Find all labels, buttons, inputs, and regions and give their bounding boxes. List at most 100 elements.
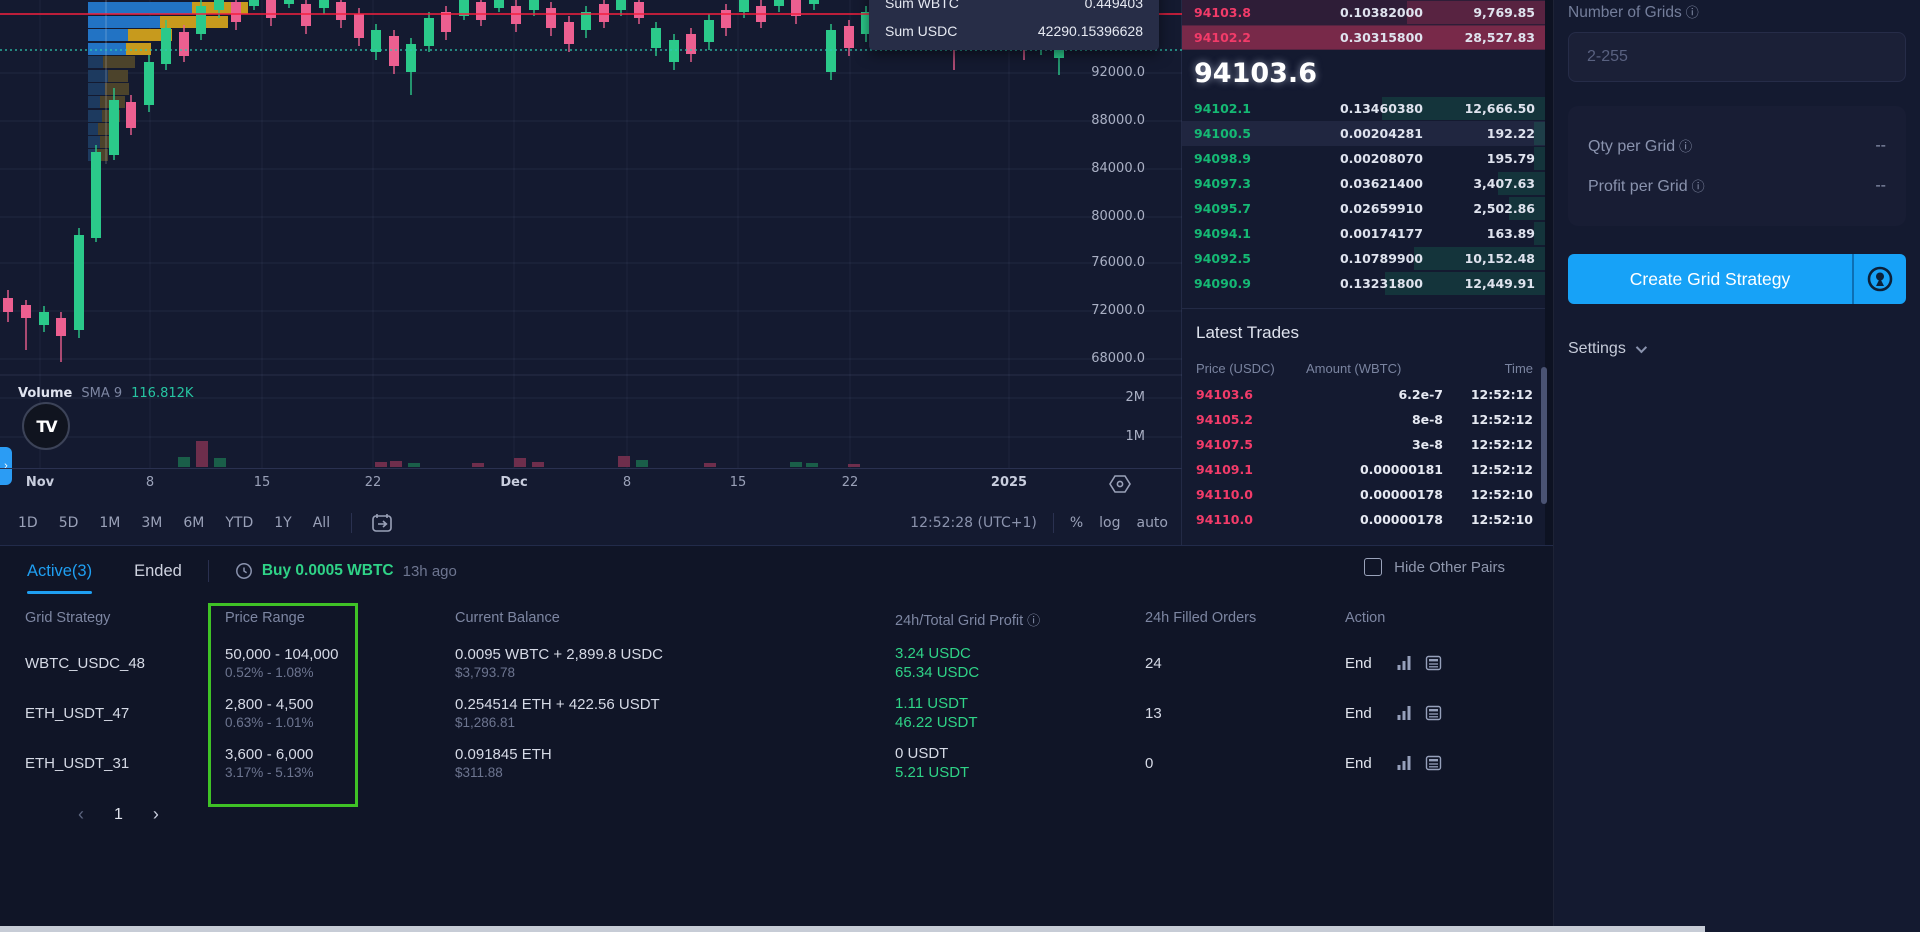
orderbook-bid-row[interactable]: 94090.9 0.13231800 12,449.91 bbox=[1182, 271, 1545, 296]
candlestick-chart[interactable]: 92000.0 88000.0 84000.0 80000.0 76000.0 72000… bbox=[0, 0, 1182, 545]
price-axis-label: 84000.0 bbox=[1091, 161, 1145, 176]
tab-active[interactable]: Active(3) bbox=[27, 546, 93, 596]
strategy-row[interactable]: WBTC_USDC_48 50,000 - 104,000 0.52% - 1.08… bbox=[0, 638, 1553, 688]
tooltip-label: Sum WBTC bbox=[885, 0, 959, 11]
range-button-all[interactable]: All bbox=[312, 514, 331, 531]
filled-orders-cell: 0 bbox=[1145, 754, 1154, 772]
strategies-table-header: Grid Strategy Price Range Current Balanc… bbox=[0, 610, 1553, 629]
range-button-5d[interactable]: 5D bbox=[58, 514, 79, 531]
range-button-1y[interactable]: 1Y bbox=[274, 514, 292, 531]
current-balance-cell: 0.254514 ETH + 422.56 USDT $1,286.81 bbox=[455, 696, 660, 730]
range-button-6m[interactable]: 6M bbox=[183, 514, 205, 531]
divider bbox=[207, 560, 209, 582]
last-price: 94103.6 bbox=[1194, 57, 1317, 89]
orderbook-cell: 0.13231800 bbox=[1339, 276, 1423, 291]
range-button-1d[interactable]: 1D bbox=[18, 514, 38, 531]
performance-chart-icon[interactable] bbox=[1396, 705, 1413, 721]
strategy-row[interactable]: ETH_USDT_31 3,600 - 6,000 3.17% - 5.13% 0.0… bbox=[0, 738, 1553, 788]
settings-toggle[interactable]: Settings bbox=[1568, 340, 1906, 358]
scrollbar-thumb[interactable] bbox=[1541, 367, 1547, 504]
orderbook-cell: 163.89 bbox=[1486, 226, 1535, 241]
info-icon[interactable]: ⓘ bbox=[1685, 6, 1699, 21]
toolbar-divider bbox=[1052, 512, 1054, 533]
trade-row[interactable]: 94107.5 3e-8 12:52:12 bbox=[1182, 432, 1545, 457]
orderbook-cell: 12,666.50 bbox=[1464, 101, 1535, 116]
orderbook-bid-row[interactable]: 94095.7 0.02659910 2,502.86 bbox=[1182, 196, 1545, 221]
info-icon[interactable]: ⓘ bbox=[1679, 140, 1693, 155]
end-strategy-button[interactable]: End bbox=[1345, 704, 1372, 722]
grid-profit-cell: 0 USDT 5.21 USDT bbox=[895, 745, 970, 781]
trade-cell: 12:52:10 bbox=[1470, 487, 1533, 502]
order-details-icon[interactable] bbox=[1425, 655, 1442, 671]
range-button-ytd[interactable]: YTD bbox=[225, 514, 254, 531]
end-strategy-button[interactable]: End bbox=[1345, 754, 1372, 772]
depth-bar bbox=[1534, 222, 1545, 245]
log-scale-button[interactable]: log bbox=[1099, 514, 1121, 531]
hide-other-pairs-checkbox[interactable] bbox=[1364, 558, 1383, 576]
chart-clock[interactable]: 12:52:28 (UTC+1) bbox=[910, 514, 1037, 531]
page-next-button[interactable]: › bbox=[152, 804, 159, 824]
performance-chart-icon[interactable] bbox=[1396, 755, 1413, 771]
orderbook-bid-row[interactable]: 94092.5 0.10789900 10,152.48 bbox=[1182, 246, 1545, 271]
trades-col-amount: Amount (WBTC) bbox=[1306, 361, 1402, 376]
price-axis-label: 92000.0 bbox=[1091, 65, 1145, 80]
chevron-down-icon bbox=[1635, 341, 1647, 354]
orderbook-ask-row[interactable]: 94103.8 0.10382000 9,769.85 bbox=[1182, 0, 1545, 25]
chart-settings-icon[interactable] bbox=[1108, 472, 1132, 496]
create-grid-strategy-button[interactable]: Create Grid Strategy bbox=[1568, 254, 1906, 304]
info-icon[interactable]: ⓘ bbox=[1027, 614, 1041, 629]
range-button-1m[interactable]: 1M bbox=[99, 514, 121, 531]
trade-cell: 3e-8 bbox=[1411, 437, 1443, 452]
orderbook-cell: 94090.9 bbox=[1194, 276, 1251, 291]
last-order-ticker[interactable]: Buy 0.0005 WBTC 13h ago bbox=[235, 562, 457, 580]
orderbook-cell: 0.10382000 bbox=[1339, 5, 1423, 20]
time-axis[interactable]: Nov 8 15 22 Dec 8 15 22 2025 bbox=[0, 468, 1182, 498]
orderbook-ask-row[interactable]: 94102.2 0.30315800 28,527.83 bbox=[1182, 25, 1545, 50]
scrollbar-track[interactable] bbox=[1545, 0, 1553, 932]
auto-scale-button[interactable]: auto bbox=[1136, 514, 1168, 531]
order-details-icon[interactable] bbox=[1425, 705, 1442, 721]
chart-panel-expand-tab[interactable]: › bbox=[0, 447, 12, 485]
strategy-row[interactable]: ETH_USDT_47 2,800 - 4,500 0.63% - 1.01% 0.2… bbox=[0, 688, 1553, 738]
trade-row[interactable]: 94110.0 0.00000178 12:52:10 bbox=[1182, 482, 1545, 507]
page-number[interactable]: 1 bbox=[114, 805, 123, 823]
orderbook-bid-row[interactable]: 94098.9 0.00208070 195.79 bbox=[1182, 146, 1545, 171]
page-prev-button[interactable]: ‹ bbox=[78, 804, 84, 824]
orderbook-bid-row[interactable]: 94100.5 0.00204281 192.22 bbox=[1182, 121, 1545, 146]
tradingview-logo[interactable]: TV bbox=[22, 402, 70, 450]
depth-bar bbox=[1534, 147, 1545, 170]
trade-cell: 12:52:12 bbox=[1470, 437, 1533, 452]
info-icon[interactable]: ⓘ bbox=[1691, 180, 1705, 195]
trade-row[interactable]: 94109.1 0.00000181 12:52:12 bbox=[1182, 457, 1545, 482]
trade-row[interactable]: 94110.0 0.00000178 12:52:10 bbox=[1182, 507, 1545, 532]
range-button-3m[interactable]: 3M bbox=[141, 514, 163, 531]
divider bbox=[1182, 308, 1545, 309]
grid-profit-cell: 1.11 USDT 46.22 USDT bbox=[895, 695, 978, 731]
end-strategy-button[interactable]: End bbox=[1345, 654, 1372, 672]
tooltip-value: 42290.15396628 bbox=[1037, 23, 1143, 39]
orderbook-bid-row[interactable]: 94094.1 0.00174177 163.89 bbox=[1182, 221, 1545, 246]
trade-cell: 0.00000178 bbox=[1359, 487, 1443, 502]
strategy-name: ETH_USDT_47 bbox=[25, 704, 130, 722]
strategy-tabs: Active(3) Ended Buy 0.0005 WBTC 13h ago … bbox=[0, 546, 1553, 596]
orderbook-bid-row[interactable]: 94102.1 0.13460380 12,666.50 bbox=[1182, 96, 1545, 121]
filled-orders-cell: 24 bbox=[1145, 654, 1162, 672]
trade-cell: 6.2e-7 bbox=[1398, 387, 1443, 402]
orderbook-cell: 0.00208070 bbox=[1339, 151, 1423, 166]
time-axis-label: 15 bbox=[729, 475, 747, 490]
trade-cell: 12:52:12 bbox=[1470, 387, 1533, 402]
go-to-date-icon[interactable] bbox=[370, 512, 394, 534]
sma-value: 116.812K bbox=[131, 386, 194, 401]
order-details-icon[interactable] bbox=[1425, 755, 1442, 771]
trade-row[interactable]: 94103.6 6.2e-7 12:52:12 bbox=[1182, 382, 1545, 407]
time-axis-label: 8 bbox=[145, 475, 155, 490]
number-of-grids-input[interactable] bbox=[1568, 32, 1906, 82]
performance-chart-icon[interactable] bbox=[1396, 655, 1413, 671]
col-filled-orders: 24h Filled Orders bbox=[1145, 610, 1257, 626]
hide-other-pairs-toggle[interactable]: Hide Other Pairs bbox=[1364, 558, 1505, 576]
percent-scale-button[interactable]: % bbox=[1069, 514, 1084, 531]
trade-row[interactable]: 94105.2 8e-8 12:52:12 bbox=[1182, 407, 1545, 432]
tab-ended[interactable]: Ended bbox=[134, 561, 182, 580]
orderbook-bid-row[interactable]: 94097.3 0.03621400 3,407.63 bbox=[1182, 171, 1545, 196]
depth-bar bbox=[1385, 272, 1545, 295]
